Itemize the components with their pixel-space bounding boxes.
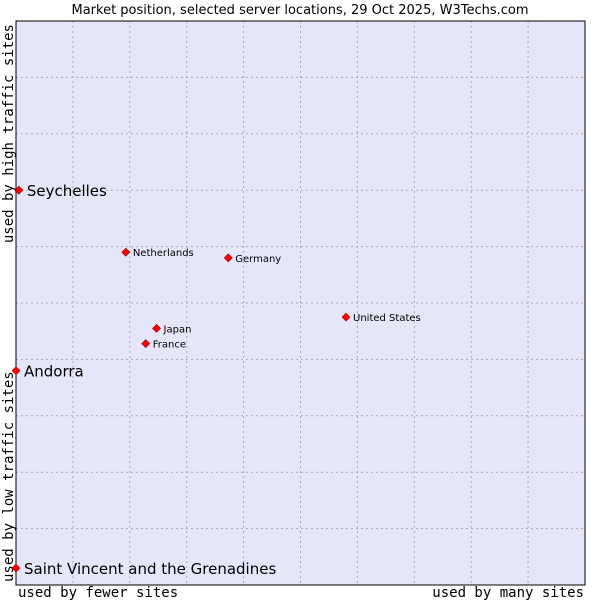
point-france bbox=[141, 339, 151, 349]
point-seychelles bbox=[14, 185, 24, 195]
point-label-saint-vincent-and-the-grenadines: Saint Vincent and the Grenadines bbox=[24, 560, 276, 578]
chart-title: Market position, selected server locatio… bbox=[71, 3, 528, 18]
point-label-france: France bbox=[153, 340, 186, 351]
point-netherlands bbox=[121, 247, 131, 257]
point-japan bbox=[152, 323, 161, 333]
grid-lines bbox=[16, 21, 585, 585]
y-axis-label-bottom: used by low traffic sites bbox=[1, 371, 17, 582]
x-axis-label-right: used by many sites bbox=[432, 585, 584, 600]
point-saint-vincent-and-the-grenadines bbox=[11, 563, 21, 573]
point-label-japan: Japan bbox=[163, 324, 192, 335]
point-andorra bbox=[11, 366, 21, 376]
plot-frame bbox=[15, 20, 586, 586]
point-label-germany: Germany bbox=[235, 254, 281, 265]
point-label-andorra: Andorra bbox=[24, 363, 84, 381]
point-label-united-states: United States bbox=[353, 313, 421, 324]
x-axis-label-left: used by fewer sites bbox=[18, 585, 178, 600]
point-label-seychelles: Seychelles bbox=[27, 182, 107, 200]
y-axis-label-top: used by high traffic sites bbox=[1, 24, 17, 243]
point-label-netherlands: Netherlands bbox=[133, 248, 194, 259]
data-points: Seychelles Andorra Saint Vincent and the G… bbox=[11, 182, 421, 578]
point-germany bbox=[223, 253, 233, 263]
point-united-states bbox=[341, 312, 351, 322]
